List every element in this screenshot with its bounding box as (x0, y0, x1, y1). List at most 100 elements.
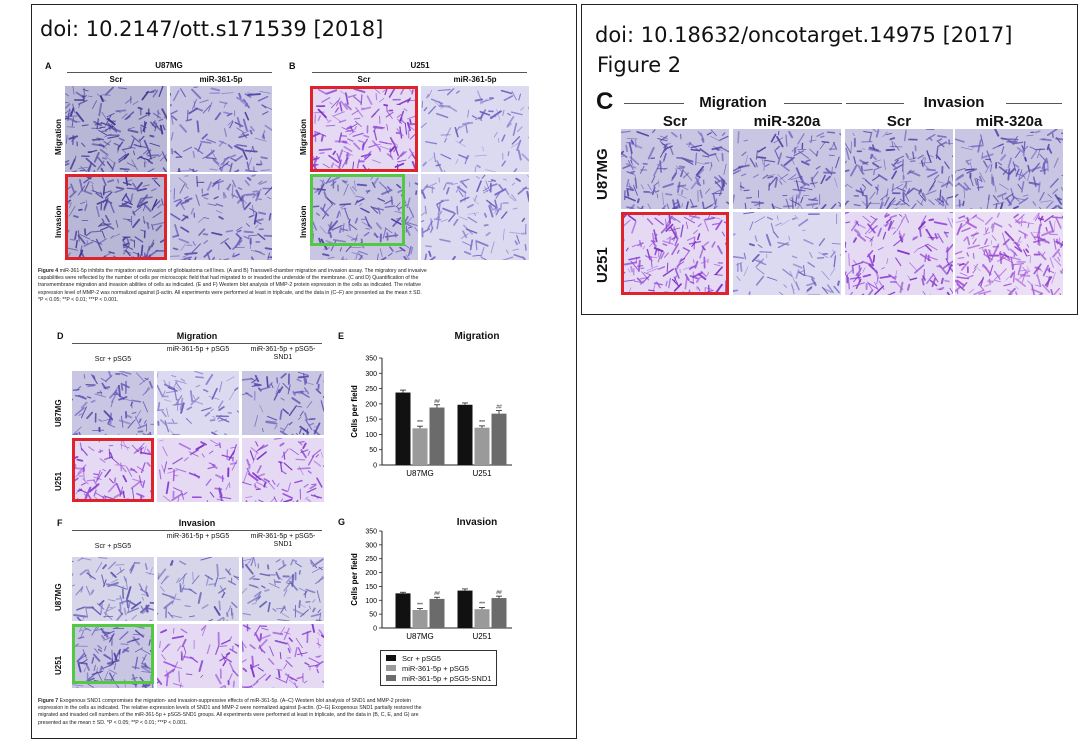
cell-stroke (927, 184, 935, 193)
cell-stroke (766, 216, 773, 221)
cell-stroke (348, 223, 352, 231)
cell-stroke (467, 216, 478, 224)
cell-stroke (891, 183, 895, 192)
cell-stroke (170, 213, 181, 221)
cell-stroke (175, 468, 187, 473)
cell-stroke (872, 159, 882, 163)
cell-stroke (938, 141, 945, 148)
cell-stroke (507, 112, 511, 116)
cell-stroke (776, 136, 784, 148)
cell-stroke (1040, 200, 1052, 203)
y-tick-label: 100 (365, 598, 377, 605)
cell-stroke (877, 173, 888, 181)
cell-stroke (675, 165, 682, 172)
cell-stroke (815, 150, 819, 157)
cell-stroke (1034, 284, 1041, 287)
cell-stroke (407, 245, 412, 257)
cell-stroke (164, 156, 167, 163)
cell-stroke (315, 388, 322, 394)
cell-stroke (966, 236, 971, 246)
cell-stroke (668, 236, 672, 244)
cell-stroke (310, 559, 318, 569)
cell-stroke (684, 277, 688, 290)
cell-stroke (372, 112, 376, 117)
cell-stroke (765, 233, 772, 247)
cell-stroke (776, 215, 779, 221)
cell-stroke (109, 452, 114, 459)
cell-stroke (739, 185, 745, 189)
cell-stroke (384, 205, 396, 208)
cell-stroke (469, 239, 474, 251)
cell-stroke (865, 201, 872, 209)
cell-stroke (145, 572, 154, 575)
cell-stroke (136, 201, 148, 208)
cell-stroke (406, 254, 410, 260)
micrograph-texture (733, 212, 841, 295)
cell-stroke (490, 241, 495, 254)
cell-stroke (739, 262, 743, 272)
cell-stroke (349, 125, 354, 133)
cell-stroke (259, 600, 268, 608)
cell-stroke (158, 86, 164, 97)
cell-stroke (115, 186, 125, 190)
cell-stroke (177, 497, 180, 502)
micrograph (72, 438, 154, 502)
significance-label: *** (479, 601, 485, 607)
cell-stroke (657, 251, 663, 263)
cell-stroke (256, 451, 267, 460)
cell-stroke (227, 119, 234, 126)
cell-stroke (456, 205, 459, 215)
cell-stroke (83, 374, 86, 379)
micrograph-texture (621, 129, 729, 209)
cell-stroke (991, 235, 997, 241)
cell-stroke (791, 145, 799, 152)
cell-stroke (666, 262, 669, 273)
cell-stroke (474, 154, 487, 157)
cell-stroke (387, 252, 393, 257)
cell-stroke (126, 187, 137, 190)
cell-stroke (311, 566, 324, 573)
cell-stroke (222, 617, 225, 621)
cell-stroke (861, 194, 867, 197)
cell-stroke (140, 648, 151, 655)
cell-stroke (219, 166, 222, 172)
cell-stroke (649, 238, 657, 248)
cell-stroke (1015, 286, 1019, 290)
cell-stroke (960, 261, 970, 271)
cell-stroke (794, 194, 798, 207)
cell-stroke (455, 140, 467, 147)
cell-stroke (404, 122, 408, 135)
cell-stroke (921, 162, 931, 171)
caption-line: transmembrane migration and invasion abi… (38, 282, 422, 289)
cell-stroke (243, 202, 252, 211)
cell-stroke (295, 458, 306, 461)
cell-stroke (662, 240, 674, 245)
cell-stroke (93, 489, 97, 497)
bar (412, 609, 428, 628)
cell-stroke (123, 200, 133, 206)
cell-stroke (354, 126, 357, 131)
migration-rule-left (624, 103, 684, 104)
cell-stroke (902, 169, 905, 180)
cell-stroke (879, 202, 884, 209)
cell-stroke (516, 234, 520, 244)
cell-stroke (303, 680, 308, 684)
cell-stroke (132, 636, 140, 646)
cell-stroke (668, 216, 676, 221)
cell-stroke (428, 156, 434, 162)
cell-stroke (513, 168, 518, 172)
cell-stroke (154, 122, 157, 132)
cell-stroke (697, 286, 701, 292)
cell-stroke (1001, 146, 1005, 155)
cell-stroke (686, 236, 696, 241)
right-figure-frame: doi: 10.18632/oncotarget.14975 [2017] Fi… (581, 4, 1078, 315)
cell-stroke (102, 177, 107, 186)
cell-stroke (161, 198, 164, 206)
cell-stroke (706, 132, 712, 136)
cell-stroke (640, 205, 644, 209)
cell-stroke (205, 157, 217, 160)
cell-stroke (896, 187, 906, 192)
cell-stroke (136, 492, 145, 498)
cell-stroke (251, 204, 255, 216)
cell-stroke (303, 483, 309, 488)
